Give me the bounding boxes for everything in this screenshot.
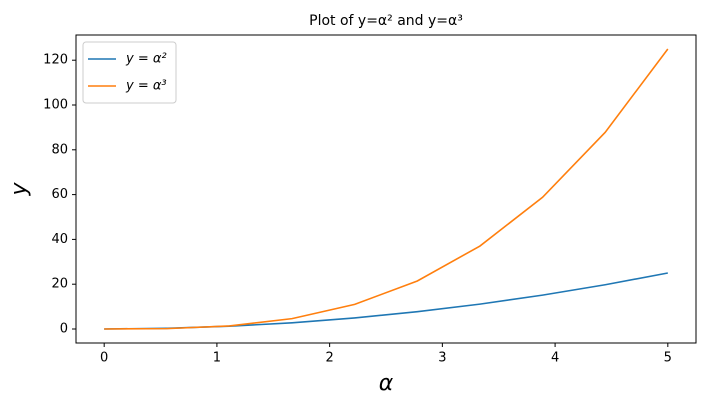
x-tick-label: 3 bbox=[438, 351, 446, 366]
chart-title: Plot of y=α² and y=α³ bbox=[309, 13, 463, 29]
x-tick-label: 4 bbox=[551, 351, 559, 366]
legend-box bbox=[82, 41, 177, 104]
y-tick-label: 40 bbox=[51, 232, 68, 247]
y-tick-label: 20 bbox=[51, 277, 68, 292]
x-tick-label: 0 bbox=[100, 351, 108, 366]
y-tick-label: 80 bbox=[51, 142, 68, 157]
y-tick-label: 0 bbox=[60, 322, 68, 337]
y-axis-label: y bbox=[7, 182, 32, 197]
plot-frame bbox=[75, 34, 697, 344]
y-tick-label: 60 bbox=[51, 187, 68, 202]
legend-label: y = α³ bbox=[125, 79, 167, 94]
y-tick-label: 100 bbox=[43, 98, 68, 113]
line bbox=[104, 272, 668, 330]
x-axis-label: α bbox=[379, 371, 394, 396]
x-tick-label: 2 bbox=[325, 351, 333, 366]
y-tick-label: 120 bbox=[43, 53, 68, 68]
x-tick-label: 5 bbox=[664, 351, 672, 366]
line bbox=[104, 48, 669, 330]
x-tick-label: 1 bbox=[213, 351, 221, 366]
legend-label: y = α² bbox=[125, 52, 167, 67]
